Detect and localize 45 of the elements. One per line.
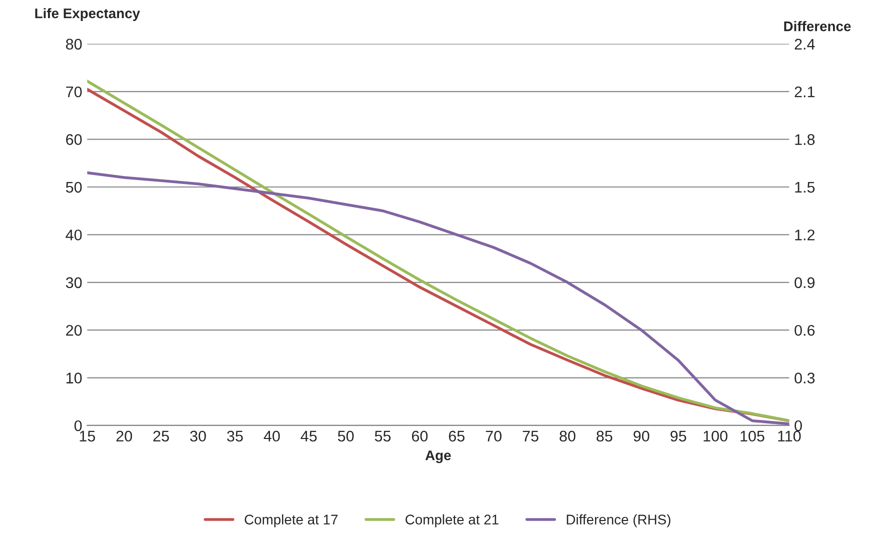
y2-tick-label: 1.5	[795, 182, 815, 193]
y-tick-label: 0	[74, 420, 82, 432]
x-tick-label: 110	[778, 430, 801, 442]
y-tick-label: 70	[66, 86, 82, 98]
x-tick-label: 85	[596, 430, 612, 442]
x-tick-label: 25	[153, 430, 169, 442]
y2-tick-label: 0.6	[794, 324, 815, 336]
y-tick-label: 60	[66, 134, 82, 145]
y2-tick-label: 1.2	[795, 230, 814, 240]
x-tick-label: 80	[560, 430, 576, 442]
y2-tick-label: 2.4	[794, 38, 815, 50]
y2-tick-label: 0.9	[794, 277, 815, 288]
y-tick-label: 10	[66, 372, 82, 384]
y2-tick-label: 1.8	[795, 134, 815, 145]
x-tick-label: 40	[264, 430, 280, 442]
x-tick-label: 90	[634, 430, 650, 442]
y-tick-label: 30	[66, 277, 82, 288]
x-tick-label: 75	[522, 430, 538, 442]
y2-axis-title: Difference	[784, 21, 851, 32]
x-tick-label: 60	[412, 430, 428, 442]
x-tick-label: 45	[300, 430, 317, 442]
x-tick-label: 95	[670, 430, 686, 442]
x-tick-label: 30	[190, 430, 206, 442]
line-series	[87, 171, 790, 426]
y-tick-label: 50	[66, 182, 82, 193]
y-tick-label: 40	[66, 230, 82, 240]
x-tick-label: 105	[740, 430, 764, 442]
legend-label: Complete at 21	[406, 514, 498, 528]
y-axis-title: Life Expectancy	[35, 8, 140, 22]
x-axis-title: Age	[425, 450, 451, 464]
y-tick-label: 20	[66, 324, 82, 336]
legend-label: Complete at 17	[244, 514, 338, 528]
x-tick-label: 20	[116, 430, 132, 442]
text: 0	[794, 420, 802, 432]
x-tick-label: 55	[374, 430, 391, 442]
y-tick-label: 80	[66, 38, 82, 50]
legend-label: Difference (RHS)	[566, 514, 670, 528]
x-tick-label: 65	[448, 430, 465, 442]
y2-tick-label: 2.1	[794, 86, 815, 98]
x-tick-label: 100	[704, 430, 728, 442]
x-tick-label: 15	[80, 430, 96, 442]
x-tick-label: 35	[227, 430, 243, 442]
y2-tick-label: 0.3	[794, 372, 815, 384]
x-tick-label: 50	[338, 430, 354, 442]
x-tick-label: 70	[486, 430, 502, 442]
